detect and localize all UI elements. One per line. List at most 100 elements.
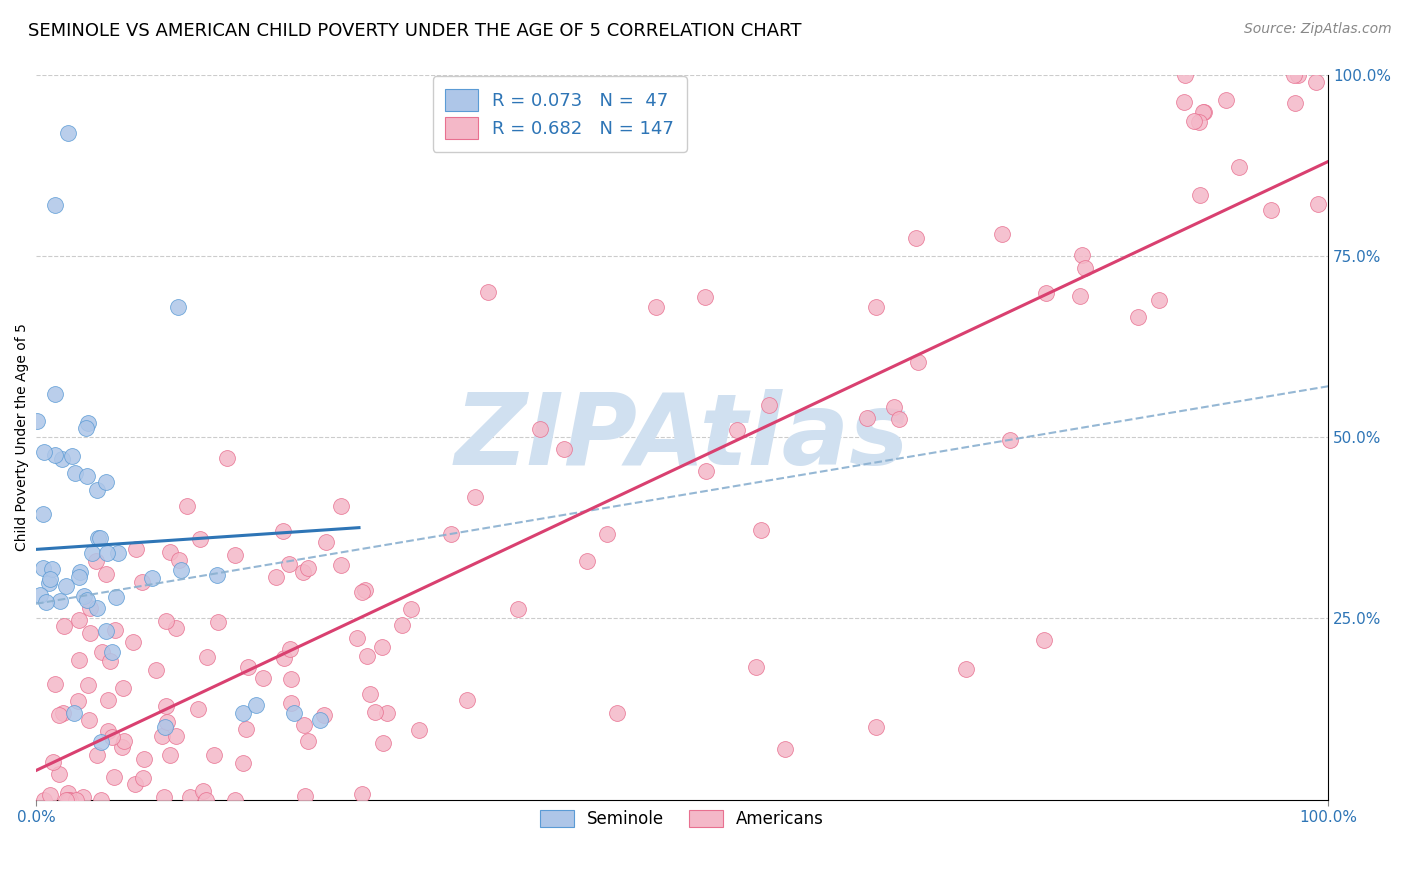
Point: [1188, 188, 1211, 202]
Point: [645, 300, 668, 314]
Point: [292, 717, 315, 731]
Point: [695, 290, 717, 304]
Point: [187, 702, 209, 716]
Point: [65, 792, 87, 806]
Point: [44, 386, 66, 401]
Point: [28, 588, 51, 602]
Point: [91, 645, 114, 659]
Point: [96, 546, 118, 560]
Point: [84, 554, 107, 568]
Point: [167, 300, 190, 314]
Point: [82, 546, 104, 560]
Point: [42, 755, 65, 769]
Point: [464, 490, 486, 504]
Point: [41, 561, 63, 575]
Point: [440, 526, 463, 541]
Point: [408, 723, 430, 737]
Point: [280, 642, 302, 657]
Point: [1069, 289, 1091, 303]
Point: [1032, 633, 1054, 648]
Point: [280, 672, 302, 686]
Point: [294, 789, 316, 804]
Point: [477, 285, 499, 299]
Point: [352, 788, 374, 802]
Point: [32, 507, 55, 521]
Point: [51, 451, 73, 466]
Point: [97, 693, 120, 707]
Point: [359, 687, 381, 701]
Point: [356, 649, 378, 664]
Point: [44, 677, 66, 691]
Text: ZIPAtlas: ZIPAtlas: [454, 389, 910, 485]
Point: [87, 531, 110, 545]
Point: [315, 535, 337, 549]
Point: [56, 792, 79, 806]
Point: [297, 734, 319, 748]
Point: [1173, 95, 1195, 109]
Point: [1188, 115, 1211, 129]
Point: [155, 614, 177, 628]
Point: [955, 662, 977, 676]
Point: [297, 560, 319, 574]
Point: [1215, 93, 1237, 107]
Point: [1260, 202, 1282, 217]
Point: [100, 645, 122, 659]
Point: [1286, 68, 1309, 82]
Point: [330, 558, 353, 573]
Point: [59, 792, 82, 806]
Point: [104, 624, 127, 638]
Point: [391, 618, 413, 632]
Point: [1149, 293, 1171, 307]
Point: [131, 574, 153, 589]
Point: [124, 777, 146, 791]
Point: [145, 663, 167, 677]
Point: [44, 198, 66, 212]
Point: [159, 545, 181, 559]
Point: [314, 707, 336, 722]
Point: [725, 423, 748, 437]
Point: [195, 650, 218, 665]
Point: [904, 231, 927, 245]
Point: [1305, 75, 1327, 89]
Point: [112, 681, 135, 695]
Point: [217, 451, 239, 466]
Point: [63, 467, 86, 481]
Point: [264, 570, 287, 584]
Point: [271, 524, 294, 538]
Point: [508, 602, 530, 616]
Text: SEMINOLE VS AMERICAN CHILD POVERTY UNDER THE AGE OF 5 CORRELATION CHART: SEMINOLE VS AMERICAN CHILD POVERTY UNDER…: [28, 22, 801, 40]
Y-axis label: Child Poverty Under the Age of 5: Child Poverty Under the Age of 5: [15, 323, 30, 551]
Point: [371, 736, 394, 750]
Point: [456, 692, 478, 706]
Point: [25, 413, 48, 427]
Point: [53, 619, 76, 633]
Point: [153, 720, 176, 734]
Point: [79, 600, 101, 615]
Point: [72, 790, 94, 805]
Point: [169, 552, 191, 566]
Point: [350, 585, 373, 599]
Point: [90, 792, 112, 806]
Point: [998, 433, 1021, 447]
Point: [354, 582, 377, 597]
Point: [1174, 68, 1197, 82]
Point: [758, 398, 780, 412]
Point: [67, 652, 90, 666]
Point: [883, 400, 905, 414]
Point: [152, 790, 174, 805]
Point: [1308, 197, 1330, 211]
Legend: Seminole, Americans: Seminole, Americans: [534, 803, 831, 835]
Point: [232, 756, 254, 770]
Point: [889, 412, 911, 426]
Point: [60, 449, 83, 463]
Point: [749, 523, 772, 537]
Point: [94, 566, 117, 581]
Text: Source: ZipAtlas.com: Source: ZipAtlas.com: [1244, 22, 1392, 37]
Point: [907, 355, 929, 369]
Point: [125, 542, 148, 557]
Point: [165, 729, 187, 743]
Point: [1126, 310, 1149, 324]
Point: [79, 713, 101, 727]
Point: [235, 723, 257, 737]
Point: [86, 748, 108, 763]
